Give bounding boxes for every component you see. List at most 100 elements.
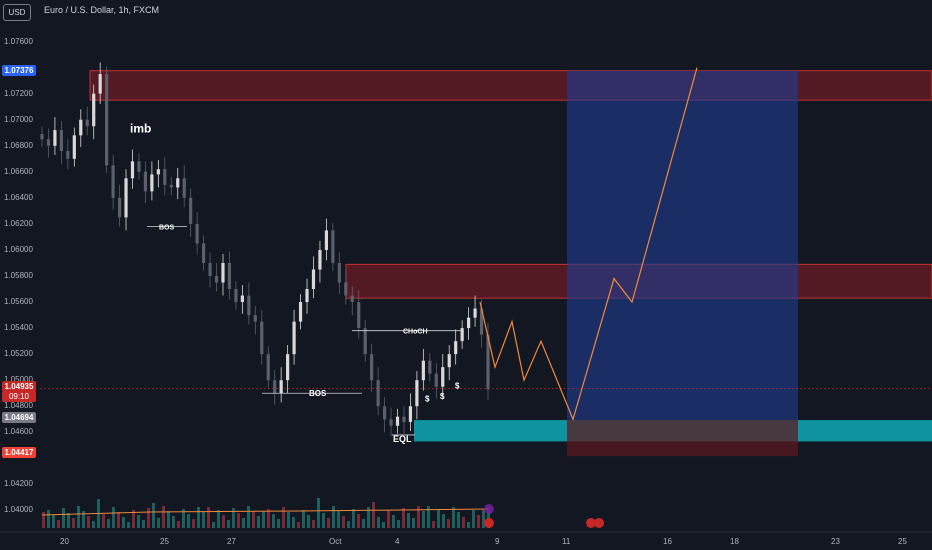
candle-body <box>169 184 173 188</box>
volume-bar <box>92 521 95 528</box>
volume-bar <box>62 508 65 528</box>
candle-body <box>214 276 219 283</box>
volume-bar <box>422 511 425 528</box>
volume-bar <box>487 508 490 528</box>
price-tick: 1.05400 <box>4 323 33 333</box>
time-tick: 23 <box>831 537 840 546</box>
volume-bar <box>82 511 85 528</box>
volume-bar <box>257 516 260 528</box>
candle-body <box>234 289 238 303</box>
price-tick: 1.04200 <box>4 479 33 489</box>
volume-bar <box>112 507 115 528</box>
candle-body <box>408 406 413 422</box>
candle-body <box>156 169 160 175</box>
candle-body <box>195 223 199 244</box>
volume-bar <box>157 518 160 528</box>
candle-body <box>92 93 96 127</box>
candle-body <box>59 130 63 151</box>
volume-average-line <box>41 508 489 516</box>
candle-body <box>208 262 212 276</box>
volume-bar <box>67 513 70 528</box>
price-tick: 1.07200 <box>4 88 33 98</box>
candle-body <box>182 178 186 198</box>
volume-bar <box>367 507 370 528</box>
volume-bar <box>327 518 330 528</box>
volume-bar <box>162 506 165 528</box>
volume-bar <box>452 507 455 528</box>
volume-bar <box>102 514 105 528</box>
candle-body <box>266 354 270 381</box>
candle-body <box>447 354 451 368</box>
zone-long_target <box>567 70 798 421</box>
annotation-label: BOS <box>159 225 175 232</box>
zone-long_stop <box>567 420 798 457</box>
time-tick: 18 <box>730 537 739 546</box>
annotation-label: EQL <box>393 434 412 444</box>
volume-bar <box>222 515 225 528</box>
candle-body <box>221 262 225 283</box>
currency-badge[interactable]: USD <box>3 4 31 21</box>
candle-body <box>143 171 148 192</box>
volume-bar <box>202 512 205 528</box>
time-tick: 27 <box>227 537 236 546</box>
low-level-tag: 1.04417 <box>2 447 36 458</box>
volume-bar <box>297 522 300 528</box>
candle-body <box>467 317 471 329</box>
volume-bar <box>177 521 180 528</box>
candle-body <box>279 380 283 394</box>
candle-body <box>98 74 102 94</box>
annotation-label: CHoCH <box>403 329 428 336</box>
volume-bar <box>252 511 255 528</box>
candle-body <box>305 289 309 303</box>
price-tick: 1.06800 <box>4 140 33 150</box>
candle-body <box>227 262 232 290</box>
volume-bar <box>182 509 185 528</box>
volume-bar <box>477 515 480 528</box>
high-level-tag: 1.07376 <box>2 65 36 76</box>
candle-body <box>53 130 57 146</box>
volume-bar <box>467 522 470 528</box>
candle-body <box>395 416 400 426</box>
volume-bar <box>192 519 195 528</box>
candle-body <box>421 360 425 381</box>
price-tick: 1.05200 <box>4 349 33 359</box>
volume-bar <box>282 507 285 528</box>
time-tick: 16 <box>663 537 672 546</box>
candle-body <box>286 354 290 381</box>
price-tick: 1.05800 <box>4 271 33 280</box>
price-tick: 1.06400 <box>4 192 33 202</box>
volume-bar <box>232 508 235 528</box>
volume-bar <box>382 522 385 528</box>
volume-bar <box>47 510 50 528</box>
candle-body <box>40 134 44 140</box>
volume-bar <box>457 512 460 528</box>
volume-bar <box>402 508 405 528</box>
volume-bar <box>292 517 295 528</box>
price-tick: 1.07600 <box>4 36 33 46</box>
volume-bar <box>247 506 250 528</box>
annotation-label: imb <box>130 122 151 136</box>
candle-body <box>350 295 354 303</box>
time-tick: 25 <box>160 537 169 546</box>
projection-path <box>479 67 698 422</box>
candle-body <box>66 150 70 159</box>
volume-bar <box>377 517 380 528</box>
volume-bar <box>427 506 430 528</box>
time-tick: Oct <box>329 537 342 546</box>
volume-bar <box>437 509 440 528</box>
volume-bar <box>302 510 305 528</box>
candle-body <box>117 197 122 218</box>
price-tick: 1.06000 <box>4 244 33 254</box>
countdown-tag: 09:10 <box>2 391 36 402</box>
volume-bar <box>197 507 200 528</box>
volume-bar <box>187 514 190 528</box>
time-tick: 9 <box>495 537 500 546</box>
price-tick: 1.06200 <box>4 218 33 228</box>
candle-body <box>337 262 341 283</box>
volume-bar <box>462 517 465 528</box>
candle-body <box>163 169 167 185</box>
price-tick: 1.04000 <box>4 505 33 515</box>
event-icon <box>594 518 604 528</box>
zone-supply <box>89 70 932 101</box>
